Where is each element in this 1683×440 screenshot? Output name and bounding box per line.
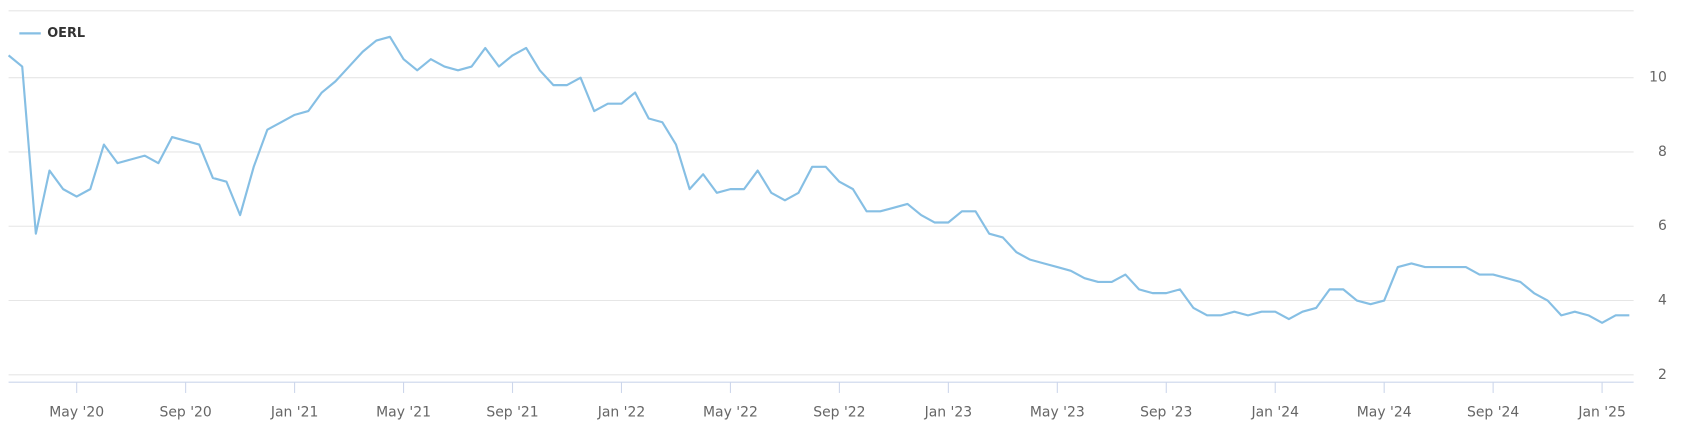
y-tick-label: 10 — [1649, 70, 1667, 86]
x-tick-label: Sep '20 — [160, 404, 212, 420]
x-tick-label: Sep '24 — [1467, 404, 1519, 420]
legend-label: OERL — [47, 26, 85, 41]
x-tick-label: Jan '24 — [1250, 404, 1299, 420]
x-tick-label: Sep '23 — [1140, 404, 1192, 420]
line-series — [7, 35, 1630, 324]
y-tick-label: 8 — [1658, 144, 1667, 160]
x-tick-label: May '24 — [1357, 404, 1412, 420]
x-tick-label: Jan '25 — [1577, 404, 1625, 420]
x-tick-label: Jan '21 — [270, 404, 318, 420]
x-tick-label: May '23 — [1030, 404, 1085, 420]
x-tick-label: May '21 — [376, 404, 431, 420]
x-tick-label: Sep '22 — [813, 404, 865, 420]
x-tick-label: Jan '22 — [597, 404, 645, 420]
y-tick-label: 4 — [1658, 293, 1667, 309]
y-tick-label: 6 — [1658, 218, 1667, 234]
y-tick-label: 2 — [1658, 367, 1667, 383]
x-tick-label: Jan '23 — [924, 404, 972, 420]
x-tick-label: Sep '21 — [486, 404, 538, 420]
x-tick-label: May '20 — [49, 404, 104, 420]
x-tick-label: May '22 — [703, 404, 758, 420]
